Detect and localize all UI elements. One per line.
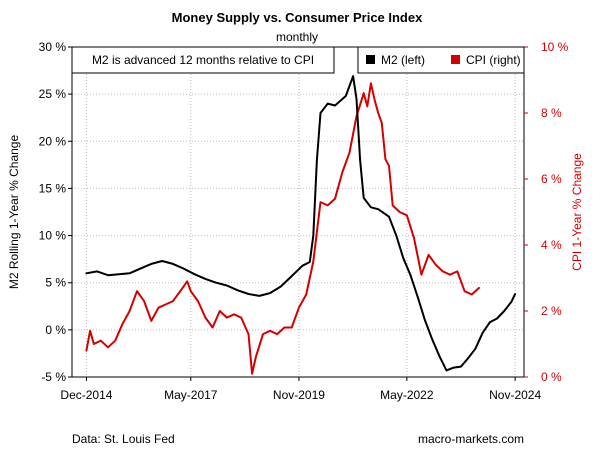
plot-frame <box>71 46 525 378</box>
legend-frame <box>357 46 525 74</box>
left-tick-label: 25 % <box>39 87 67 101</box>
annotation-text: M2 is advanced 12 months relative to CPI <box>92 53 314 67</box>
x-tick-label: Nov-2024 <box>489 388 541 402</box>
legend-label-m2: M2 (left) <box>381 53 425 67</box>
chart-subtitle: monthly <box>276 30 318 44</box>
annotation-box: M2 is advanced 12 months relative to CPI <box>71 46 335 74</box>
left-y-axis: -5 % 0 % 5 % 10 % 15 % 20 % 25 % 30 % <box>39 40 72 384</box>
chart-title: Money Supply vs. Consumer Price Index <box>172 10 423 25</box>
annotation-frame <box>71 46 335 74</box>
left-tick-label: 20 % <box>39 134 67 148</box>
right-tick-label: 4 % <box>541 238 562 252</box>
right-tick-label: 10 % <box>541 40 569 54</box>
legend-swatch-m2 <box>366 55 375 64</box>
left-tick-label: 5 % <box>45 276 66 290</box>
left-tick-label: -5 % <box>41 370 66 384</box>
right-tick-label: 2 % <box>541 304 562 318</box>
left-tick-label: 0 % <box>45 323 66 337</box>
grid-lines <box>72 46 524 378</box>
right-axis-label: CPI 1-Year % Change <box>570 153 584 271</box>
legend-swatch-cpi <box>451 55 460 64</box>
x-axis: Dec-2014 May-2017 Nov-2019 May-2022 Nov-2024 <box>60 377 541 402</box>
series-layer <box>85 75 517 375</box>
left-axis-label: M2 Rolling 1-Year % Change <box>7 135 21 290</box>
right-tick-label: 6 % <box>541 172 562 186</box>
legend: M2 (left) CPI (right) <box>357 46 525 74</box>
m2-series-line <box>85 75 517 372</box>
x-tick-label: Dec-2014 <box>60 388 112 402</box>
x-tick-label: Nov-2019 <box>273 388 325 402</box>
left-tick-label: 15 % <box>39 181 67 195</box>
website-label: macro-markets.com <box>418 432 524 446</box>
source-label: Data: St. Louis Fed <box>72 432 175 446</box>
x-tick-label: May-2022 <box>380 388 434 402</box>
right-tick-label: 0 % <box>541 370 562 384</box>
legend-label-cpi: CPI (right) <box>466 53 521 67</box>
right-y-axis: 0 % 2 % 4 % 6 % 8 % 10 % <box>524 40 569 384</box>
x-tick-label: May-2017 <box>164 388 218 402</box>
right-tick-label: 8 % <box>541 106 562 120</box>
left-tick-label: 10 % <box>39 229 67 243</box>
cpi-series-line <box>85 82 480 375</box>
left-tick-label: 30 % <box>39 40 67 54</box>
